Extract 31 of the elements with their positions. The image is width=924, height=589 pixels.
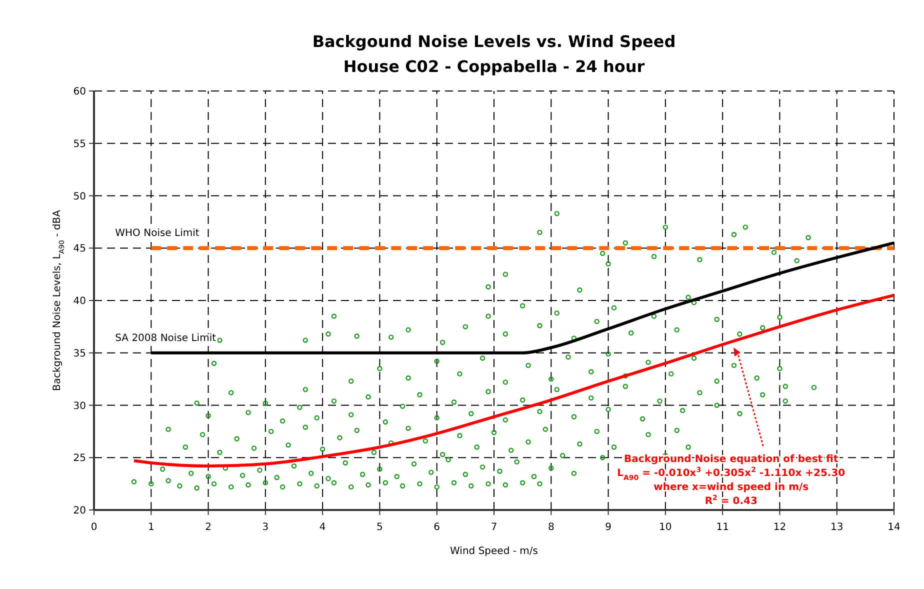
- chart-title: Backgound Noise Levels vs. Wind Speed: [312, 32, 676, 51]
- annotation: where x=wind speed in m/s: [654, 482, 809, 493]
- y-tick-label: 20: [73, 506, 86, 516]
- x-tick-label: 8: [548, 522, 554, 533]
- x-tick-label: 10: [659, 522, 672, 533]
- x-tick-label: 4: [319, 522, 326, 533]
- x-tick-label: 13: [830, 522, 844, 533]
- y-tick-label: 30: [73, 400, 86, 412]
- annotation: L$_{A90}$ = -0.010x$^{3}$ +0.305x$^{2}$ -1.110x +25.30: [617, 466, 846, 482]
- x-tick-label: 11: [716, 522, 729, 533]
- y-tick-label: 60: [73, 86, 86, 98]
- x-tick-label: 5: [376, 522, 383, 533]
- line-series: [132, 294, 896, 468]
- x-tick-label: 1: [148, 522, 154, 533]
- x-tick-label: 12: [773, 522, 786, 533]
- y-tick-label: 50: [73, 191, 86, 202]
- x-tick-label: 7: [490, 522, 498, 533]
- y-tick-label: 25: [73, 453, 86, 464]
- y-tick-label: 35: [73, 348, 86, 360]
- x-axis-title: Wind Speed - m/s: [450, 546, 538, 557]
- x-tick-label: 6: [434, 522, 440, 533]
- annotation: R$^{2}$ = 0.43: [704, 494, 758, 507]
- x-tick-label: 14: [888, 522, 900, 533]
- chart-subtitle: House C02 - Coppabella - 24 hour: [343, 57, 645, 76]
- y-tick-label: 45: [73, 244, 86, 255]
- y-tick-label: 55: [73, 138, 86, 150]
- x-tick-label: 0: [90, 522, 98, 533]
- x-tick-label: 9: [605, 522, 612, 533]
- y-tick-label: 40: [73, 296, 86, 307]
- x-tick-label: 2: [205, 522, 212, 533]
- x-tick-label: 3: [262, 522, 269, 533]
